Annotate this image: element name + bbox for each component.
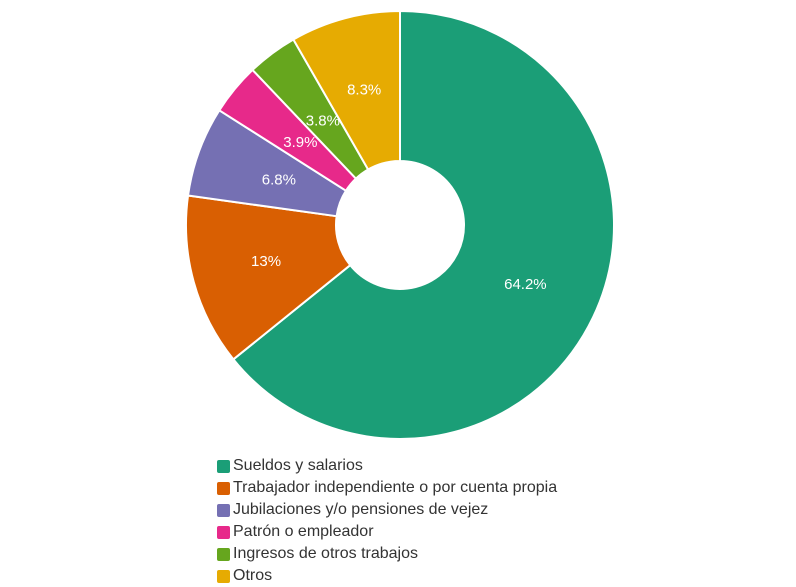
legend-label: Trabajador independiente o por cuenta pr…: [233, 479, 558, 496]
legend-item[interactable]: Patrón o empleador: [217, 521, 557, 543]
legend-swatch: [217, 569, 230, 583]
slice-5[interactable]: [292, 9, 401, 171]
legend-swatch: [217, 547, 230, 561]
legend-swatch: [217, 481, 230, 495]
legend-label: Sueldos y salarios: [233, 457, 363, 474]
legend-label: Otros: [233, 567, 273, 584]
legend-label: Jubilaciones y/o pensiones de vejez: [233, 501, 489, 518]
labels-group: 64.2% 13% 6.8% 3.9% 3.8% 8.3%: [251, 82, 547, 293]
legend-label: Ingresos de otros trabajos: [233, 545, 418, 562]
legend-swatch: [217, 503, 230, 517]
slice-label-4: 3.8%: [306, 113, 340, 130]
slice-1[interactable]: [185, 194, 352, 361]
legend-item[interactable]: Sueldos y salarios: [217, 455, 557, 477]
slice-label-3: 3.9%: [283, 134, 317, 151]
legend-label: Patrón o empleador: [233, 523, 374, 540]
legend-item[interactable]: Jubilaciones y/o pensiones de vejez: [217, 499, 557, 521]
slices-group: [185, 9, 615, 440]
legend-swatch: [217, 459, 230, 473]
slice-label-0: 64.2%: [504, 276, 547, 293]
donut-chart: 64.2% 13% 6.8% 3.9% 3.8% 8.3% Sueldos y salar…: [185, 9, 615, 584]
legend-item[interactable]: Ingresos de otros trabajos: [217, 543, 557, 565]
legend: Sueldos y salarios Trabajador independien…: [217, 455, 557, 587]
donut-svg: 64.2% 13% 6.8% 3.9% 3.8% 8.3%: [185, 9, 615, 440]
legend-item[interactable]: Trabajador independiente o por cuenta pr…: [217, 477, 557, 499]
legend-item[interactable]: Otros: [217, 565, 557, 587]
slice-label-1: 13%: [251, 253, 281, 270]
slice-label-2: 6.8%: [262, 172, 296, 189]
slice-0[interactable]: [232, 9, 615, 440]
legend-swatch: [217, 525, 230, 539]
slice-label-5: 8.3%: [347, 82, 381, 99]
